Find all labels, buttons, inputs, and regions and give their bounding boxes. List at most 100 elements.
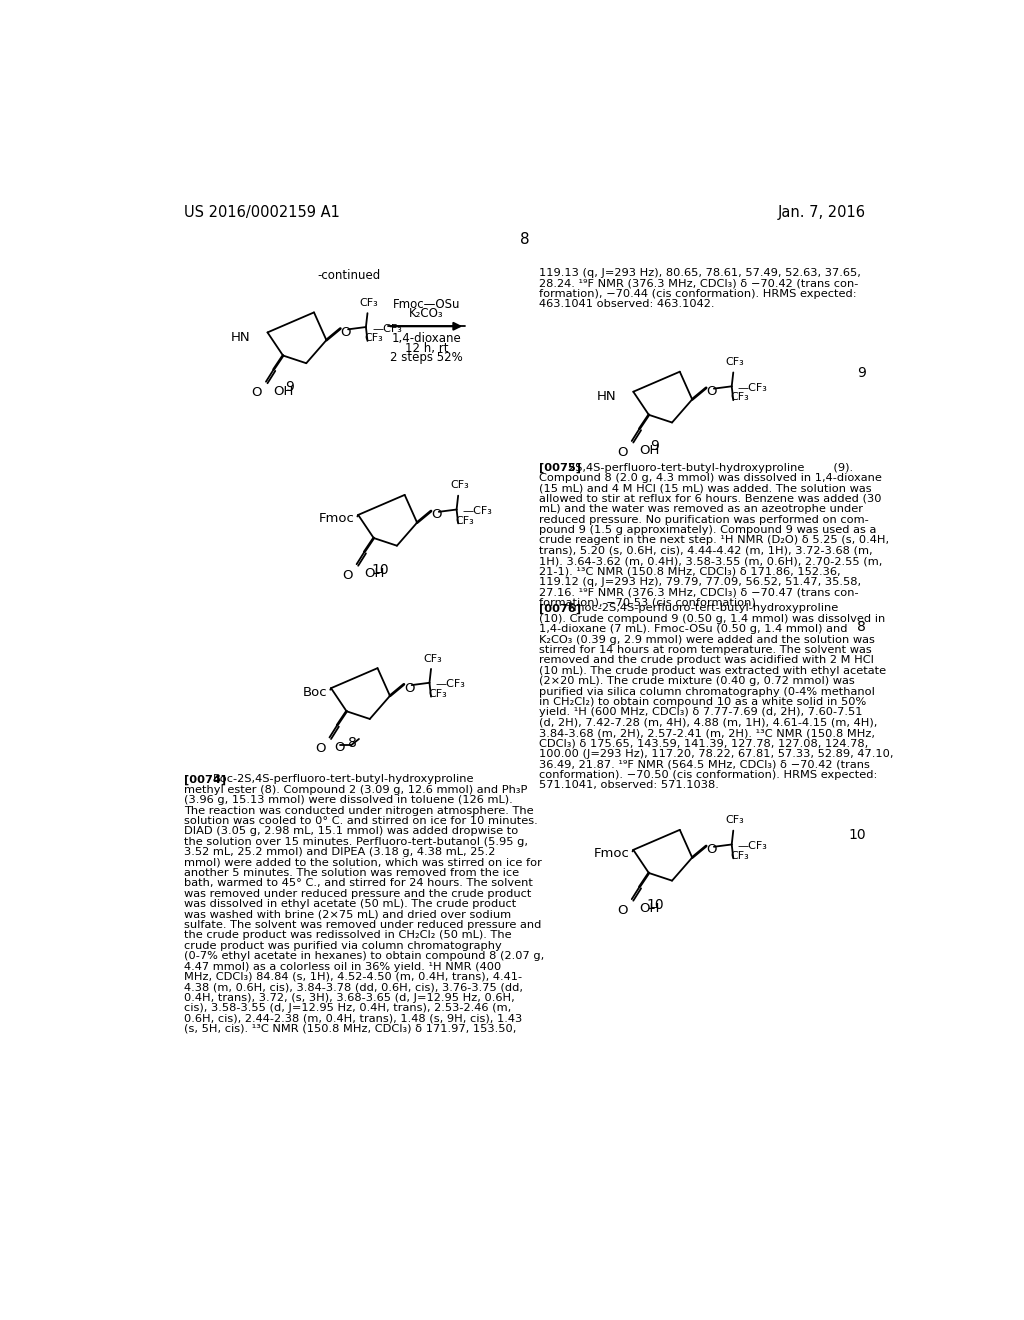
Text: DIAD (3.05 g, 2.98 mL, 15.1 mmol) was added dropwise to: DIAD (3.05 g, 2.98 mL, 15.1 mmol) was ad… <box>183 826 518 837</box>
Text: allowed to stir at reflux for 6 hours. Benzene was added (30: allowed to stir at reflux for 6 hours. B… <box>539 494 882 504</box>
Text: removed and the crude product was acidified with 2 M HCl: removed and the crude product was acidif… <box>539 656 873 665</box>
Text: 463.1041 observed: 463.1042.: 463.1041 observed: 463.1042. <box>539 298 715 309</box>
Text: CF₃: CF₃ <box>730 850 749 861</box>
Text: 12 h, rt: 12 h, rt <box>404 342 449 355</box>
Text: formation), −70.53 (cis conformation).: formation), −70.53 (cis conformation). <box>539 598 759 607</box>
Text: 10: 10 <box>371 562 389 577</box>
Text: crude reagent in the next step. ¹H NMR (D₂O) δ 5.25 (s, 0.4H,: crude reagent in the next step. ¹H NMR (… <box>539 536 889 545</box>
Text: 1H). 3.64-3.62 (m, 0.4H), 3.58-3.55 (m, 0.6H), 2.70-2.55 (m,: 1H). 3.64-3.62 (m, 0.4H), 3.58-3.55 (m, … <box>539 556 882 566</box>
Text: Compound 8 (2.0 g, 4.3 mmol) was dissolved in 1,4-dioxane: Compound 8 (2.0 g, 4.3 mmol) was dissolv… <box>539 473 882 483</box>
Text: 9: 9 <box>857 367 866 380</box>
Text: 3.84-3.68 (m, 2H), 2.57-2.41 (m, 2H). ¹³C NMR (150.8 MHz,: 3.84-3.68 (m, 2H), 2.57-2.41 (m, 2H). ¹³… <box>539 729 874 738</box>
Text: Fmoc: Fmoc <box>318 512 354 525</box>
Text: CF₃: CF₃ <box>365 333 383 343</box>
Text: 0.4H, trans), 3.72, (s, 3H), 3.68-3.65 (d, J=12.95 Hz, 0.6H,: 0.4H, trans), 3.72, (s, 3H), 3.68-3.65 (… <box>183 993 514 1003</box>
Text: 27.16. ¹⁹F NMR (376.3 MHz, CDCl₃) δ −70.47 (trans con-: 27.16. ¹⁹F NMR (376.3 MHz, CDCl₃) δ −70.… <box>539 587 858 597</box>
Text: purified via silica column chromatography (0-4% methanol: purified via silica column chromatograph… <box>539 686 874 697</box>
Text: Fmoc: Fmoc <box>594 847 630 861</box>
Text: 8: 8 <box>857 620 866 635</box>
Text: Boc-2S,4S-perfluoro-tert-butyl-hydroxyproline: Boc-2S,4S-perfluoro-tert-butyl-hydroxypr… <box>213 775 475 784</box>
Text: cis), 3.58-3.55 (d, J=12.95 Hz, 0.4H, trans), 2.53-2.46 (m,: cis), 3.58-3.55 (d, J=12.95 Hz, 0.4H, tr… <box>183 1003 511 1012</box>
Text: -continued: -continued <box>317 268 380 281</box>
Text: O: O <box>431 508 441 521</box>
Text: Fmoc-2S,4S-perfluoro-tert-butyl-hydroxyproline: Fmoc-2S,4S-perfluoro-tert-butyl-hydroxyp… <box>568 603 840 614</box>
Text: mL) and the water was removed as an azeotrophe under: mL) and the water was removed as an azeo… <box>539 504 863 513</box>
Text: the crude product was redissolved in CH₂Cl₂ (50 mL). The: the crude product was redissolved in CH₂… <box>183 931 511 940</box>
Text: another 5 minutes. The solution was removed from the ice: another 5 minutes. The solution was remo… <box>183 869 519 878</box>
Text: crude product was purified via column chromatography: crude product was purified via column ch… <box>183 941 502 950</box>
Text: O: O <box>252 387 262 400</box>
Text: US 2016/0002159 A1: US 2016/0002159 A1 <box>183 205 340 219</box>
Text: the solution over 15 minutes. Perfluoro-tert-butanol (5.95 g,: the solution over 15 minutes. Perfluoro-… <box>183 837 527 846</box>
Text: mmol) were added to the solution, which was stirred on ice for: mmol) were added to the solution, which … <box>183 858 542 867</box>
Text: OH: OH <box>365 568 385 581</box>
Text: methyl ester (8). Compound 2 (3.09 g, 12.6 mmol) and Ph₃P: methyl ester (8). Compound 2 (3.09 g, 12… <box>183 785 527 795</box>
Text: 100.00 (J=293 Hz), 117.20, 78.22, 67.81, 57.33, 52.89, 47.10,: 100.00 (J=293 Hz), 117.20, 78.22, 67.81,… <box>539 748 893 759</box>
Text: (3.96 g, 15.13 mmol) were dissolved in toluene (126 mL).: (3.96 g, 15.13 mmol) were dissolved in t… <box>183 795 513 805</box>
Text: 4.38 (m, 0.6H, cis), 3.84-3.78 (dd, 0.6H, cis), 3.76-3.75 (dd,: 4.38 (m, 0.6H, cis), 3.84-3.78 (dd, 0.6H… <box>183 982 523 993</box>
Text: CF₃: CF₃ <box>726 358 744 367</box>
Text: 28.24. ¹⁹F NMR (376.3 MHz, CDCl₃) δ −70.42 (trans con-: 28.24. ¹⁹F NMR (376.3 MHz, CDCl₃) δ −70.… <box>539 279 858 288</box>
Text: CDCl₃) δ 175.65, 143.59, 141.39, 127.78, 127.08, 124.78,: CDCl₃) δ 175.65, 143.59, 141.39, 127.78,… <box>539 739 868 748</box>
Text: O: O <box>617 446 628 458</box>
Text: 1,4-dioxane: 1,4-dioxane <box>391 333 461 346</box>
Text: 2S,4S-perfluoro-tert-butyl-hydroxyproline        (9).: 2S,4S-perfluoro-tert-butyl-hydroxyprolin… <box>568 462 853 473</box>
Text: —CF₃: —CF₃ <box>463 506 493 516</box>
Text: O: O <box>403 681 415 694</box>
Text: 9: 9 <box>285 380 294 395</box>
Text: [0074]: [0074] <box>183 775 226 784</box>
Text: (d, 2H), 7.42-7.28 (m, 4H), 4.88 (m, 1H), 4.61-4.15 (m, 4H),: (d, 2H), 7.42-7.28 (m, 4H), 4.88 (m, 1H)… <box>539 718 878 727</box>
Text: pound 9 (1.5 g approximately). Compound 9 was used as a: pound 9 (1.5 g approximately). Compound … <box>539 525 877 535</box>
Text: 0.6H, cis), 2.44-2.38 (m, 0.4H, trans), 1.48 (s, 9H, cis), 1.43: 0.6H, cis), 2.44-2.38 (m, 0.4H, trans), … <box>183 1014 522 1023</box>
Text: 9: 9 <box>650 440 659 454</box>
Text: 10: 10 <box>848 829 866 842</box>
Text: —CF₃: —CF₃ <box>738 383 768 393</box>
Text: (15 mL) and 4 M HCl (15 mL) was added. The solution was: (15 mL) and 4 M HCl (15 mL) was added. T… <box>539 483 871 494</box>
Text: 10: 10 <box>646 898 664 912</box>
Text: (2×20 mL). The crude mixture (0.40 g, 0.72 mmol) was: (2×20 mL). The crude mixture (0.40 g, 0.… <box>539 676 854 686</box>
Text: O: O <box>340 326 351 339</box>
Text: reduced pressure. No purification was performed on com-: reduced pressure. No purification was pe… <box>539 515 868 524</box>
Text: K₂CO₃: K₂CO₃ <box>409 308 443 321</box>
Text: formation), −70.44 (cis conformation). HRMS expected:: formation), −70.44 (cis conformation). H… <box>539 289 856 298</box>
Text: CF₃: CF₃ <box>730 392 749 403</box>
Text: Jan. 7, 2016: Jan. 7, 2016 <box>778 205 866 219</box>
Text: MHz, CDCl₃) 84.84 (s, 1H), 4.52-4.50 (m, 0.4H, trans), 4.41-: MHz, CDCl₃) 84.84 (s, 1H), 4.52-4.50 (m,… <box>183 972 522 982</box>
Text: in CH₂Cl₂) to obtain compound 10 as a white solid in 50%: in CH₂Cl₂) to obtain compound 10 as a wh… <box>539 697 866 708</box>
Text: The reaction was conducted under nitrogen atmosphere. The: The reaction was conducted under nitroge… <box>183 805 534 816</box>
Text: CF₃: CF₃ <box>359 298 379 308</box>
Text: CF₃: CF₃ <box>455 516 474 525</box>
Text: K₂CO₃ (0.39 g, 2.9 mmol) were added and the solution was: K₂CO₃ (0.39 g, 2.9 mmol) were added and … <box>539 635 874 644</box>
Text: 8: 8 <box>520 231 529 247</box>
Text: (10 mL). The crude product was extracted with ethyl acetate: (10 mL). The crude product was extracted… <box>539 665 886 676</box>
Text: OH: OH <box>640 903 659 915</box>
Text: O: O <box>334 741 345 754</box>
Text: [0075]: [0075] <box>539 462 581 473</box>
Text: 21-1). ¹³C NMR (150.8 MHz, CDCl₃) δ 171.86, 152.36,: 21-1). ¹³C NMR (150.8 MHz, CDCl₃) δ 171.… <box>539 566 841 577</box>
Text: 8: 8 <box>348 737 357 750</box>
Text: was removed under reduced pressure and the crude product: was removed under reduced pressure and t… <box>183 888 531 899</box>
Text: 2 steps 52%: 2 steps 52% <box>390 351 463 364</box>
Text: O: O <box>617 904 628 917</box>
Text: HN: HN <box>597 389 616 403</box>
Text: CF₃: CF₃ <box>428 689 446 698</box>
Text: trans), 5.20 (s, 0.6H, cis), 4.44-4.42 (m, 1H), 3.72-3.68 (m,: trans), 5.20 (s, 0.6H, cis), 4.44-4.42 (… <box>539 545 872 556</box>
Text: [0076]: [0076] <box>539 603 581 614</box>
Text: 1,4-dioxane (7 mL). Fmoc-OSu (0.50 g, 1.4 mmol) and: 1,4-dioxane (7 mL). Fmoc-OSu (0.50 g, 1.… <box>539 624 847 634</box>
Text: 119.12 (q, J=293 Hz), 79.79, 77.09, 56.52, 51.47, 35.58,: 119.12 (q, J=293 Hz), 79.79, 77.09, 56.5… <box>539 577 861 587</box>
Text: 4.47 mmol) as a colorless oil in 36% yield. ¹H NMR (400: 4.47 mmol) as a colorless oil in 36% yie… <box>183 961 501 972</box>
Text: OH: OH <box>273 385 294 397</box>
Text: O: O <box>707 843 717 857</box>
Text: (s, 5H, cis). ¹³C NMR (150.8 MHz, CDCl₃) δ 171.97, 153.50,: (s, 5H, cis). ¹³C NMR (150.8 MHz, CDCl₃)… <box>183 1024 516 1034</box>
Text: Boc: Boc <box>302 685 328 698</box>
Text: sulfate. The solvent was removed under reduced pressure and: sulfate. The solvent was removed under r… <box>183 920 541 929</box>
Text: was washed with brine (2×75 mL) and dried over sodium: was washed with brine (2×75 mL) and drie… <box>183 909 511 920</box>
Text: (0-7% ethyl acetate in hexanes) to obtain compound 8 (2.07 g,: (0-7% ethyl acetate in hexanes) to obtai… <box>183 952 544 961</box>
Text: stirred for 14 hours at room temperature. The solvent was: stirred for 14 hours at room temperature… <box>539 645 871 655</box>
Text: 119.13 (q, J=293 Hz), 80.65, 78.61, 57.49, 52.63, 37.65,: 119.13 (q, J=293 Hz), 80.65, 78.61, 57.4… <box>539 268 860 277</box>
Text: —CF₃: —CF₃ <box>435 680 466 689</box>
Text: Fmoc—OSu: Fmoc—OSu <box>392 298 460 312</box>
Text: bath, warmed to 45° C., and stirred for 24 hours. The solvent: bath, warmed to 45° C., and stirred for … <box>183 878 532 888</box>
Text: HN: HN <box>230 330 251 343</box>
Text: was dissolved in ethyl acetate (50 mL). The crude product: was dissolved in ethyl acetate (50 mL). … <box>183 899 516 909</box>
